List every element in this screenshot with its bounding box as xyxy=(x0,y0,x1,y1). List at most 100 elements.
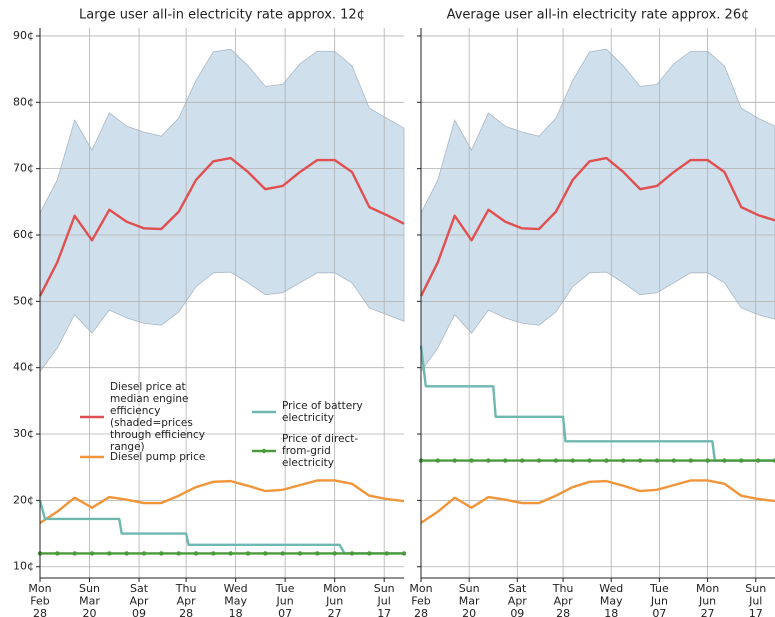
series-marker xyxy=(755,458,761,463)
x-tick-label: 07 xyxy=(278,607,292,617)
series-marker xyxy=(367,551,372,556)
series-marker xyxy=(55,551,60,556)
series-marker xyxy=(671,458,677,463)
x-tick-label: Sun xyxy=(459,582,480,595)
series-marker xyxy=(587,458,592,463)
legend-label: Price of battery electricity xyxy=(282,400,363,424)
x-tick-label: 17 xyxy=(377,607,391,617)
series-line xyxy=(38,500,404,555)
series-marker xyxy=(401,551,407,556)
series-marker xyxy=(536,458,542,463)
series-marker xyxy=(772,458,775,463)
series-line xyxy=(419,345,775,462)
x-tick-label: Sun xyxy=(745,582,766,595)
x-tick-label: Sat xyxy=(130,582,149,595)
x-tick-label: May xyxy=(600,595,623,608)
x-tick-label: May xyxy=(224,595,247,608)
legend-label: Price of direct-from-grid electricity xyxy=(282,433,359,469)
y-tick-label: 40¢ xyxy=(13,361,34,374)
series-marker xyxy=(124,551,129,556)
series-marker xyxy=(452,458,457,463)
legend-marker xyxy=(261,448,267,454)
x-tick-label: 09 xyxy=(132,607,146,617)
x-tick-label: Mon xyxy=(28,582,51,595)
x-tick-label: 18 xyxy=(229,607,243,617)
series-marker xyxy=(503,458,508,463)
y-tick-label: 70¢ xyxy=(13,162,34,175)
x-tick-label: Jun xyxy=(698,595,716,608)
y-tick-label: 50¢ xyxy=(13,294,34,307)
x-tick-label: Jul xyxy=(748,595,762,608)
x-tick-label: Apr xyxy=(177,595,197,608)
series-marker xyxy=(469,458,474,463)
x-tick-label: Feb xyxy=(411,595,430,608)
x-tick-label: Jun xyxy=(276,595,294,608)
x-tick-label: Apr xyxy=(130,595,150,608)
series-marker xyxy=(280,551,285,556)
y-tick-label: 60¢ xyxy=(13,228,34,241)
x-tick-label: 09 xyxy=(510,607,524,617)
series-marker xyxy=(159,551,164,556)
series-marker xyxy=(604,458,609,463)
x-tick-label: 17 xyxy=(749,607,763,617)
series-marker xyxy=(107,551,112,556)
x-tick-label: Wed xyxy=(599,582,623,595)
x-tick-label: Mar xyxy=(459,595,480,608)
series-marker xyxy=(688,458,693,463)
series-marker xyxy=(570,458,575,463)
x-tick-label: Mon xyxy=(323,582,346,595)
x-tick-label: Jul xyxy=(377,595,391,608)
series-marker xyxy=(332,551,337,556)
series-marker xyxy=(519,458,525,463)
x-tick-label: Tue xyxy=(275,582,295,595)
series-marker xyxy=(176,551,181,556)
series-marker xyxy=(553,458,559,463)
series-marker xyxy=(89,551,95,556)
x-tick-label: Jun xyxy=(650,595,668,608)
y-tick-label: 90¢ xyxy=(13,29,34,42)
y-tick-label: 80¢ xyxy=(13,95,34,108)
efficiency-band xyxy=(39,48,405,373)
x-tick-label: Feb xyxy=(30,595,49,608)
series-marker xyxy=(245,551,251,556)
series-line xyxy=(419,156,775,297)
x-tick-label: 20 xyxy=(462,607,476,617)
series-marker xyxy=(228,551,233,556)
series-line xyxy=(420,479,775,524)
x-tick-label: Tue xyxy=(649,582,669,595)
x-tick-label: Wed xyxy=(224,582,248,595)
x-tick-label: Apr xyxy=(508,595,528,608)
chart-title: Average user all-in electricity rate app… xyxy=(447,8,750,23)
x-tick-label: Mar xyxy=(79,595,100,608)
series-marker xyxy=(621,458,626,463)
series-marker xyxy=(654,458,660,463)
x-tick-label: 27 xyxy=(328,607,342,617)
x-tick-label: Sun xyxy=(79,582,100,595)
y-tick-label: 20¢ xyxy=(13,493,34,506)
series-marker xyxy=(193,551,199,556)
x-tick-label: Mon xyxy=(696,582,719,595)
x-tick-label: Sun xyxy=(374,582,395,595)
series-marker xyxy=(435,458,441,463)
series-line xyxy=(38,156,405,297)
x-tick-label: 28 xyxy=(414,607,428,617)
series-marker xyxy=(72,551,77,556)
series-marker xyxy=(297,551,303,556)
series-marker xyxy=(349,551,355,556)
legend-label: Diesel pump price xyxy=(110,451,206,463)
legend-label: Diesel price at median engine efficiency… xyxy=(110,381,205,453)
x-tick-label: Apr xyxy=(554,595,574,608)
series-marker xyxy=(739,458,744,463)
x-tick-label: Thu xyxy=(175,582,197,595)
x-tick-label: 27 xyxy=(701,607,715,617)
x-tick-label: Thu xyxy=(552,582,574,595)
series-marker xyxy=(141,551,147,556)
x-tick-label: 28 xyxy=(556,607,570,617)
x-tick-label: Mon xyxy=(409,582,432,595)
series-marker xyxy=(705,458,710,463)
x-tick-label: 07 xyxy=(652,607,666,617)
series-marker xyxy=(486,458,491,463)
series-marker xyxy=(722,458,727,463)
